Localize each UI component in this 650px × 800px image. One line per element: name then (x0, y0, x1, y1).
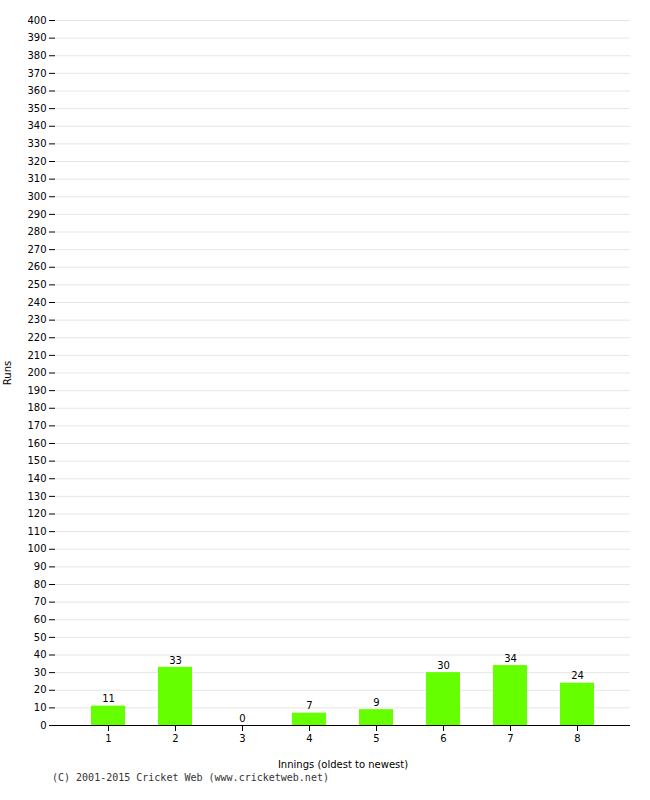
svg-text:10: 10 (34, 702, 47, 713)
svg-text:300: 300 (27, 191, 46, 202)
svg-text:34: 34 (504, 653, 517, 664)
svg-text:40: 40 (34, 649, 47, 660)
svg-text:Runs: Runs (2, 361, 13, 385)
svg-text:260: 260 (27, 261, 46, 272)
svg-text:50: 50 (34, 632, 47, 643)
svg-text:20: 20 (34, 684, 47, 695)
svg-text:33: 33 (169, 655, 182, 666)
svg-text:210: 210 (27, 350, 46, 361)
svg-text:280: 280 (27, 226, 46, 237)
svg-text:270: 270 (27, 244, 46, 255)
svg-text:4: 4 (306, 733, 312, 744)
svg-text:140: 140 (27, 473, 46, 484)
svg-text:24: 24 (571, 670, 584, 681)
svg-text:60: 60 (34, 614, 47, 625)
svg-text:230: 230 (27, 314, 46, 325)
svg-text:110: 110 (27, 526, 46, 537)
svg-text:90: 90 (34, 561, 47, 572)
svg-text:150: 150 (27, 455, 46, 466)
svg-text:9: 9 (373, 697, 379, 708)
svg-text:30: 30 (437, 660, 450, 671)
html-text:(C) 2001-2015 Cricket Web (www: (C) 2001-2015 Cricket Web (www.cricketwe… (52, 772, 329, 783)
svg-text:160: 160 (27, 438, 46, 449)
svg-text:7: 7 (507, 733, 513, 744)
svg-text:Innings (oldest to newest): Innings (oldest to newest) (278, 759, 408, 770)
svg-text:120: 120 (27, 508, 46, 519)
svg-text:370: 370 (27, 68, 46, 79)
svg-text:330: 330 (27, 138, 46, 149)
svg-text:130: 130 (27, 491, 46, 502)
svg-text:310: 310 (27, 173, 46, 184)
svg-text:350: 350 (27, 103, 46, 114)
svg-text:320: 320 (27, 156, 46, 167)
svg-text:240: 240 (27, 297, 46, 308)
svg-text:190: 190 (27, 385, 46, 396)
svg-text:30: 30 (34, 667, 47, 678)
svg-text:0: 0 (239, 713, 245, 724)
svg-text:250: 250 (27, 279, 46, 290)
svg-text:70: 70 (34, 596, 47, 607)
svg-text:80: 80 (34, 579, 47, 590)
svg-text:3: 3 (239, 733, 245, 744)
svg-text:290: 290 (27, 209, 46, 220)
svg-text:360: 360 (27, 85, 46, 96)
svg-text:2: 2 (172, 733, 178, 744)
svg-text:11: 11 (102, 693, 115, 704)
svg-text:170: 170 (27, 420, 46, 431)
svg-text:6: 6 (440, 733, 446, 744)
svg-text:390: 390 (27, 32, 46, 43)
svg-text:7: 7 (306, 700, 312, 711)
svg-text:100: 100 (27, 543, 46, 554)
svg-text:400: 400 (27, 15, 46, 26)
svg-text:180: 180 (27, 402, 46, 413)
svg-text:380: 380 (27, 50, 46, 61)
svg-text:200: 200 (27, 367, 46, 378)
svg-text:5: 5 (373, 733, 379, 744)
svg-text:340: 340 (27, 120, 46, 131)
svg-text:1: 1 (105, 733, 111, 744)
svg-text:220: 220 (27, 332, 46, 343)
svg-text:8: 8 (574, 733, 580, 744)
svg-text:0: 0 (40, 720, 46, 731)
